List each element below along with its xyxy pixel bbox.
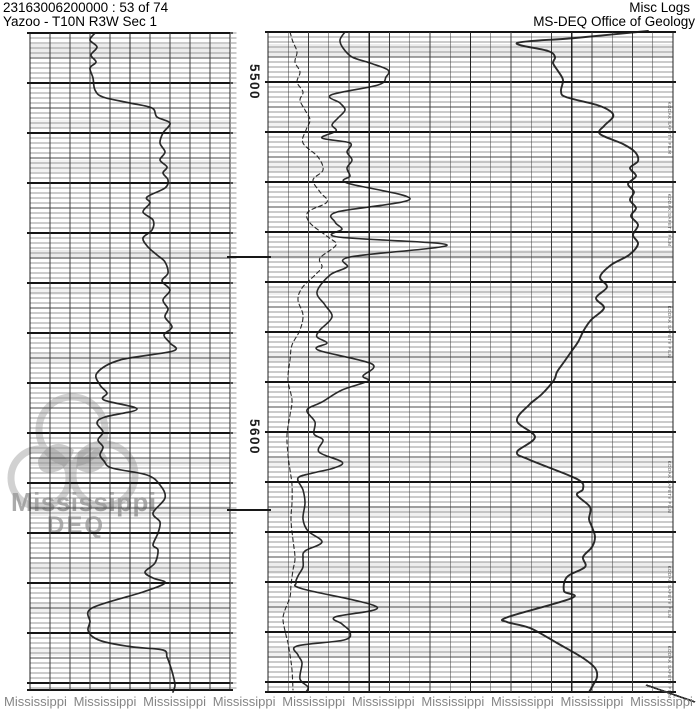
curve-track3-solid [501, 30, 649, 693]
header-document-id: 23163006200000 : 53 of 74 [3, 0, 169, 15]
watermark-item: Mississippi [490, 694, 554, 709]
film-edge-text: KODAK SAFETY FILM [667, 102, 672, 155]
depth-label: 5500 [247, 64, 262, 100]
watermark-mississippi-text: Mississippi [11, 487, 157, 517]
watermark-item: Mississippi [282, 694, 346, 709]
film-edge-text: KODAK SAFETY FILM [667, 306, 672, 359]
header-agency: MS-DEQ Office of Geology [533, 14, 695, 29]
logo-ring-right [69, 440, 139, 510]
watermark-item: Mississippi [351, 694, 415, 709]
film-edge-text: KODAK SAFETY FILM [667, 566, 672, 619]
curve-track2-solid [292, 31, 448, 693]
header-location: Yazoo - T10N R3W Sec 1 [3, 14, 158, 29]
depth-label: 5600 [247, 419, 262, 455]
watermark-item: Mississippi [560, 694, 624, 709]
film-edge-text: KODAK SAFETY FILM [667, 461, 672, 514]
watermark-item: Mississippi [4, 694, 67, 709]
film-edge-text: KODAK SAFETY FILM [667, 646, 672, 699]
bottom-watermark-row: Mississippi Mississippi Mississippi Mississ… [0, 694, 697, 714]
watermark-deq-text: DEQ [46, 512, 105, 539]
header-collection: Misc Logs [629, 0, 690, 15]
curve-track2-dashed [282, 31, 337, 691]
stray-scan-mark [645, 684, 696, 703]
curve-track1-solid [86, 32, 178, 693]
watermark-item: Mississippi [143, 694, 206, 709]
watermark-item: Mississippi [421, 694, 485, 709]
watermark-item: Mississippi [630, 694, 693, 709]
watermark-item: Mississippi [73, 694, 137, 709]
watermark-item: Mississippi [212, 694, 276, 709]
film-edge-text: KODAK SAFETY FILM [667, 194, 672, 247]
